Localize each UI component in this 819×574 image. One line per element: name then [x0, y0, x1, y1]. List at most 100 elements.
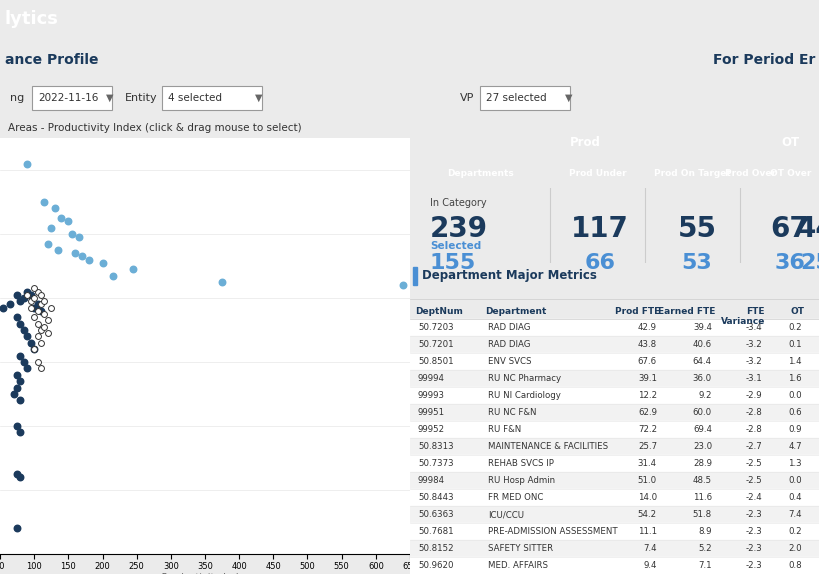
- Point: [14, 428, 27, 437]
- Bar: [410, 336, 819, 353]
- Text: 54.2: 54.2: [637, 510, 656, 519]
- Bar: [410, 387, 819, 404]
- Point: [28, 293, 41, 302]
- Text: FR MED ONC: FR MED ONC: [487, 493, 543, 502]
- Text: 0.4: 0.4: [787, 493, 801, 502]
- Text: Areas - Productivity Index (click & drag mouse to select): Areas - Productivity Index (click & drag…: [8, 123, 301, 133]
- Text: 0.0: 0.0: [787, 391, 801, 400]
- Text: -2.8: -2.8: [744, 425, 761, 434]
- Text: 0.9: 0.9: [788, 425, 801, 434]
- Text: 2022-11-16: 2022-11-16: [38, 93, 98, 103]
- Text: -2.7: -2.7: [744, 442, 761, 451]
- Text: 40.6: 40.6: [692, 340, 711, 349]
- Point: [0, 303, 10, 312]
- Text: 36: 36: [774, 253, 804, 273]
- Text: 99952: 99952: [418, 425, 445, 434]
- Point: [14, 396, 27, 405]
- Point: [41, 328, 54, 338]
- Text: 50.7373: 50.7373: [418, 459, 453, 468]
- Point: [17, 325, 30, 335]
- Text: -2.9: -2.9: [744, 391, 761, 400]
- Point: [31, 306, 44, 315]
- Bar: [410, 472, 819, 489]
- Bar: [410, 370, 819, 387]
- Text: 12.2: 12.2: [637, 391, 656, 400]
- Text: 9.2: 9.2: [698, 391, 711, 400]
- Point: [38, 309, 51, 319]
- Point: [55, 214, 68, 223]
- Point: [75, 252, 88, 261]
- Point: [31, 287, 44, 296]
- Text: MED. AFFAIRS: MED. AFFAIRS: [487, 561, 547, 570]
- Text: RAD DIAG: RAD DIAG: [487, 323, 530, 332]
- Bar: [410, 540, 819, 557]
- Point: [17, 358, 30, 367]
- Text: -2.5: -2.5: [744, 476, 761, 485]
- Point: [28, 344, 41, 354]
- Point: [31, 358, 44, 367]
- Text: 31.4: 31.4: [637, 459, 656, 468]
- Point: [61, 216, 75, 226]
- Text: 44: 44: [795, 215, 819, 243]
- Text: Prod: Prod: [569, 137, 600, 149]
- Text: 25: 25: [799, 253, 819, 273]
- Text: RAD DIAG: RAD DIAG: [487, 340, 530, 349]
- Bar: [410, 438, 819, 455]
- Text: 99984: 99984: [418, 476, 445, 485]
- Text: 0.2: 0.2: [787, 527, 801, 536]
- Point: [20, 159, 34, 168]
- Point: [14, 351, 27, 360]
- Bar: [410, 421, 819, 438]
- Text: For Period Er: For Period Er: [712, 53, 814, 67]
- Text: ance Profile: ance Profile: [5, 53, 98, 67]
- Text: FTE
Variance: FTE Variance: [720, 307, 764, 327]
- Text: In Category: In Category: [429, 198, 486, 208]
- Point: [28, 313, 41, 322]
- Text: 7.1: 7.1: [698, 561, 711, 570]
- Text: 155: 155: [429, 253, 476, 273]
- Text: -3.2: -3.2: [744, 340, 761, 349]
- Point: [106, 271, 120, 280]
- Text: 1.6: 1.6: [787, 374, 801, 383]
- Point: [31, 319, 44, 328]
- Point: [44, 223, 57, 232]
- Text: 64.4: 64.4: [692, 357, 711, 366]
- Text: 69.4: 69.4: [692, 425, 711, 434]
- Text: Departments: Departments: [446, 169, 513, 177]
- Point: [11, 383, 24, 392]
- Bar: [410, 319, 819, 336]
- Point: [11, 290, 24, 300]
- Text: 99993: 99993: [418, 391, 445, 400]
- Text: 48.5: 48.5: [692, 476, 711, 485]
- Text: 60.0: 60.0: [692, 408, 711, 417]
- Point: [34, 338, 48, 347]
- X-axis label: Productivity Index: Productivity Index: [161, 573, 249, 574]
- Point: [69, 249, 82, 258]
- Text: 43.8: 43.8: [637, 340, 656, 349]
- Text: 50.6363: 50.6363: [418, 510, 453, 519]
- Text: Department: Department: [484, 307, 545, 316]
- Text: -2.3: -2.3: [744, 561, 761, 570]
- Text: ▼: ▼: [564, 93, 572, 103]
- Point: [14, 297, 27, 306]
- Text: 67: 67: [770, 215, 808, 243]
- Text: 0.0: 0.0: [787, 476, 801, 485]
- Text: 62.9: 62.9: [637, 408, 656, 417]
- Text: -2.3: -2.3: [744, 544, 761, 553]
- Text: 0.8: 0.8: [787, 561, 801, 570]
- Point: [82, 255, 95, 264]
- Point: [28, 303, 41, 312]
- Bar: [410, 557, 819, 574]
- Point: [34, 300, 48, 309]
- FancyBboxPatch shape: [479, 86, 569, 110]
- Point: [38, 297, 51, 306]
- Text: -3.4: -3.4: [744, 323, 761, 332]
- Text: 11.1: 11.1: [637, 527, 656, 536]
- Text: 50.8152: 50.8152: [418, 544, 453, 553]
- Point: [17, 293, 30, 302]
- Point: [11, 313, 24, 322]
- Text: 5.2: 5.2: [698, 544, 711, 553]
- Point: [127, 265, 140, 274]
- Point: [34, 364, 48, 373]
- Text: 50.9620: 50.9620: [418, 561, 453, 570]
